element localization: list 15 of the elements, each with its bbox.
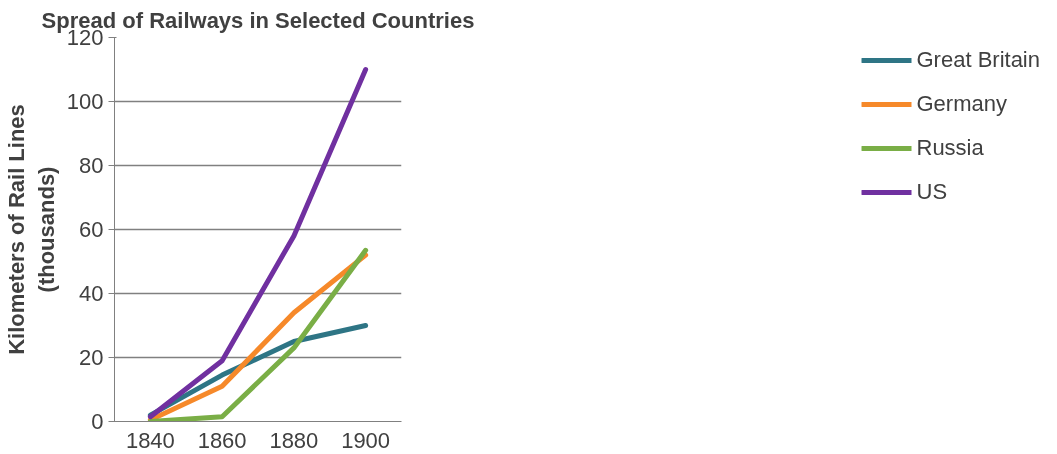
y-tick-label: 80 [79, 153, 104, 178]
legend-label: Russia [916, 135, 984, 161]
x-tick-label: 1840 [125, 427, 175, 453]
legend-label: US [916, 179, 948, 205]
y-tick-label: 60 [79, 217, 104, 242]
y-axis-title: Kilometers of Rail Lines (thousands) [3, 104, 59, 355]
x-tick-label: 1900 [341, 427, 391, 453]
y-tick-label: 0 [91, 409, 104, 434]
y-tick-label: 40 [79, 281, 104, 306]
x-tick-label: 1860 [197, 427, 247, 453]
y-tick-label: 20 [79, 345, 104, 370]
y-tick-label: 100 [66, 89, 104, 114]
x-tick-label: 1880 [269, 427, 319, 453]
legend-label: Germany [916, 91, 1007, 117]
legend-label: Great Britain [916, 47, 1040, 73]
